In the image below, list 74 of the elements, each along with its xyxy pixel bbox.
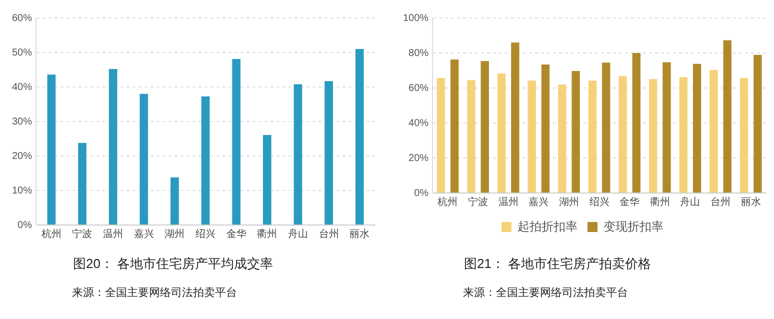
bar: [480, 61, 489, 192]
bar: [450, 59, 459, 192]
bar: [723, 40, 732, 192]
x-tick-label: 舟山: [288, 228, 308, 240]
x-tick-label: 温州: [498, 196, 518, 208]
x-tick-label: 绍兴: [589, 196, 610, 208]
legend-label: 变现折扣率: [604, 219, 664, 234]
x-tick-label: 宁波: [72, 228, 92, 240]
bar: [662, 62, 671, 192]
text: 图20： 各地市住宅房产平均成交率: [73, 255, 274, 273]
bar: [467, 80, 476, 192]
bar: [572, 71, 580, 192]
bar: [108, 69, 118, 224]
y-tick-label: 100%: [403, 12, 429, 24]
x-tick-label: 台州: [318, 228, 339, 240]
bar: [602, 62, 610, 192]
bar: [47, 74, 56, 224]
legend-label: 起拍折扣率: [518, 219, 578, 234]
x-tick-label: 舟山: [680, 196, 700, 208]
x-tick-label: 金华: [620, 196, 640, 208]
bar: [528, 80, 536, 192]
x-tick-label: 绍兴: [196, 228, 216, 240]
y-tick-label: 60%: [12, 12, 32, 24]
bar: [649, 79, 658, 192]
bar: [232, 59, 240, 224]
x-tick-label: 杭州: [40, 228, 62, 240]
bar: [558, 84, 566, 192]
bar: [294, 84, 302, 224]
x-tick-label: 衢州: [650, 196, 670, 208]
x-tick-label: 嘉兴: [134, 228, 154, 240]
y-tick-label: 0%: [18, 220, 32, 231]
bar: [78, 142, 86, 224]
bar: [497, 73, 506, 192]
y-tick-label: 40%: [408, 118, 429, 129]
x-tick-label: 丽水: [740, 196, 761, 208]
source-note: 来源：全国主要网络司法拍卖平台: [463, 286, 629, 300]
x-tick-label: 湖州: [164, 228, 185, 240]
bar: [436, 78, 446, 192]
source-note: 来源：全国主要网络司法拍卖平台: [72, 286, 238, 300]
bar: [710, 70, 718, 192]
bar: [692, 64, 702, 192]
bar: [679, 77, 688, 192]
y-tick-label: 40%: [12, 82, 32, 93]
x-tick-label: 台州: [710, 196, 731, 208]
x-tick-label: 嘉兴: [528, 196, 549, 208]
bar: [754, 54, 762, 192]
x-tick-label: 衢州: [257, 228, 278, 240]
x-tick-label: 宁波: [468, 196, 488, 208]
y-tick-label: 30%: [12, 116, 32, 128]
bar: [324, 81, 333, 224]
text: 图21： 各地市住宅房产拍卖价格: [464, 255, 652, 273]
bar: [740, 78, 748, 192]
y-tick-label: 60%: [408, 82, 429, 94]
x-tick-label: 金华: [226, 228, 246, 240]
y-tick-label: 50%: [12, 47, 32, 58]
bar: [201, 96, 210, 224]
y-tick-label: 10%: [12, 185, 32, 196]
bar: [588, 80, 597, 192]
bar: [170, 177, 179, 224]
bar: [618, 76, 627, 192]
bar: [140, 94, 148, 224]
bar: [541, 64, 550, 192]
x-tick-label: 湖州: [558, 196, 579, 208]
bar: [632, 53, 641, 192]
y-tick-label: 0%: [414, 188, 429, 199]
bar: [511, 42, 520, 192]
y-tick-label: 80%: [408, 48, 429, 59]
bar: [355, 49, 364, 224]
x-tick-label: 丽水: [350, 228, 370, 240]
y-tick-label: 20%: [12, 150, 32, 162]
bar: [262, 134, 272, 224]
x-tick-label: 杭州: [436, 196, 458, 208]
x-tick-label: 温州: [103, 228, 124, 240]
y-tick-label: 20%: [408, 152, 429, 164]
